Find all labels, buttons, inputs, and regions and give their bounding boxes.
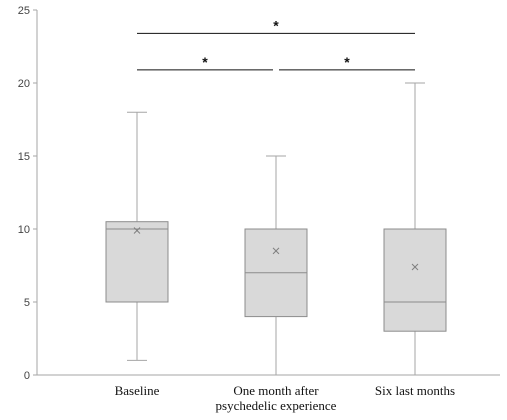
category-label: One month after psychedelic experience	[216, 383, 337, 413]
box-group	[244, 155, 308, 376]
mean-marker	[411, 263, 419, 271]
iqr-box	[105, 221, 169, 303]
category-label-line: psychedelic experience	[216, 398, 337, 413]
box-group	[383, 82, 447, 376]
y-tick-label: 20	[18, 78, 30, 90]
significance-star: *	[273, 17, 279, 33]
y-tick-label: 5	[24, 297, 30, 309]
y-tick-label: 0	[24, 370, 30, 382]
category-label: Baseline	[115, 383, 160, 398]
significance-brackets: * * *	[137, 17, 415, 71]
category-label-line: Six last months	[375, 383, 455, 398]
category-labels: Baseline One month after psychedelic exper…	[115, 383, 455, 413]
y-tick-label: 10	[18, 224, 30, 236]
y-tick-label: 15	[18, 151, 30, 163]
category-label-line: One month after	[233, 383, 319, 398]
category-label-line: Baseline	[115, 383, 160, 398]
mean-marker-stroke	[272, 247, 280, 255]
significance-star: *	[202, 54, 208, 70]
mean-marker-stroke	[411, 263, 419, 271]
significance-star: *	[344, 54, 350, 70]
category-label: Six last months	[375, 383, 455, 398]
y-tick-label: 25	[18, 5, 30, 17]
mean-marker	[272, 247, 280, 255]
mean-marker-stroke	[133, 227, 141, 234]
box-group	[105, 111, 169, 361]
iqr-box	[383, 228, 447, 332]
boxes	[105, 82, 447, 376]
mean-marker	[133, 227, 141, 234]
